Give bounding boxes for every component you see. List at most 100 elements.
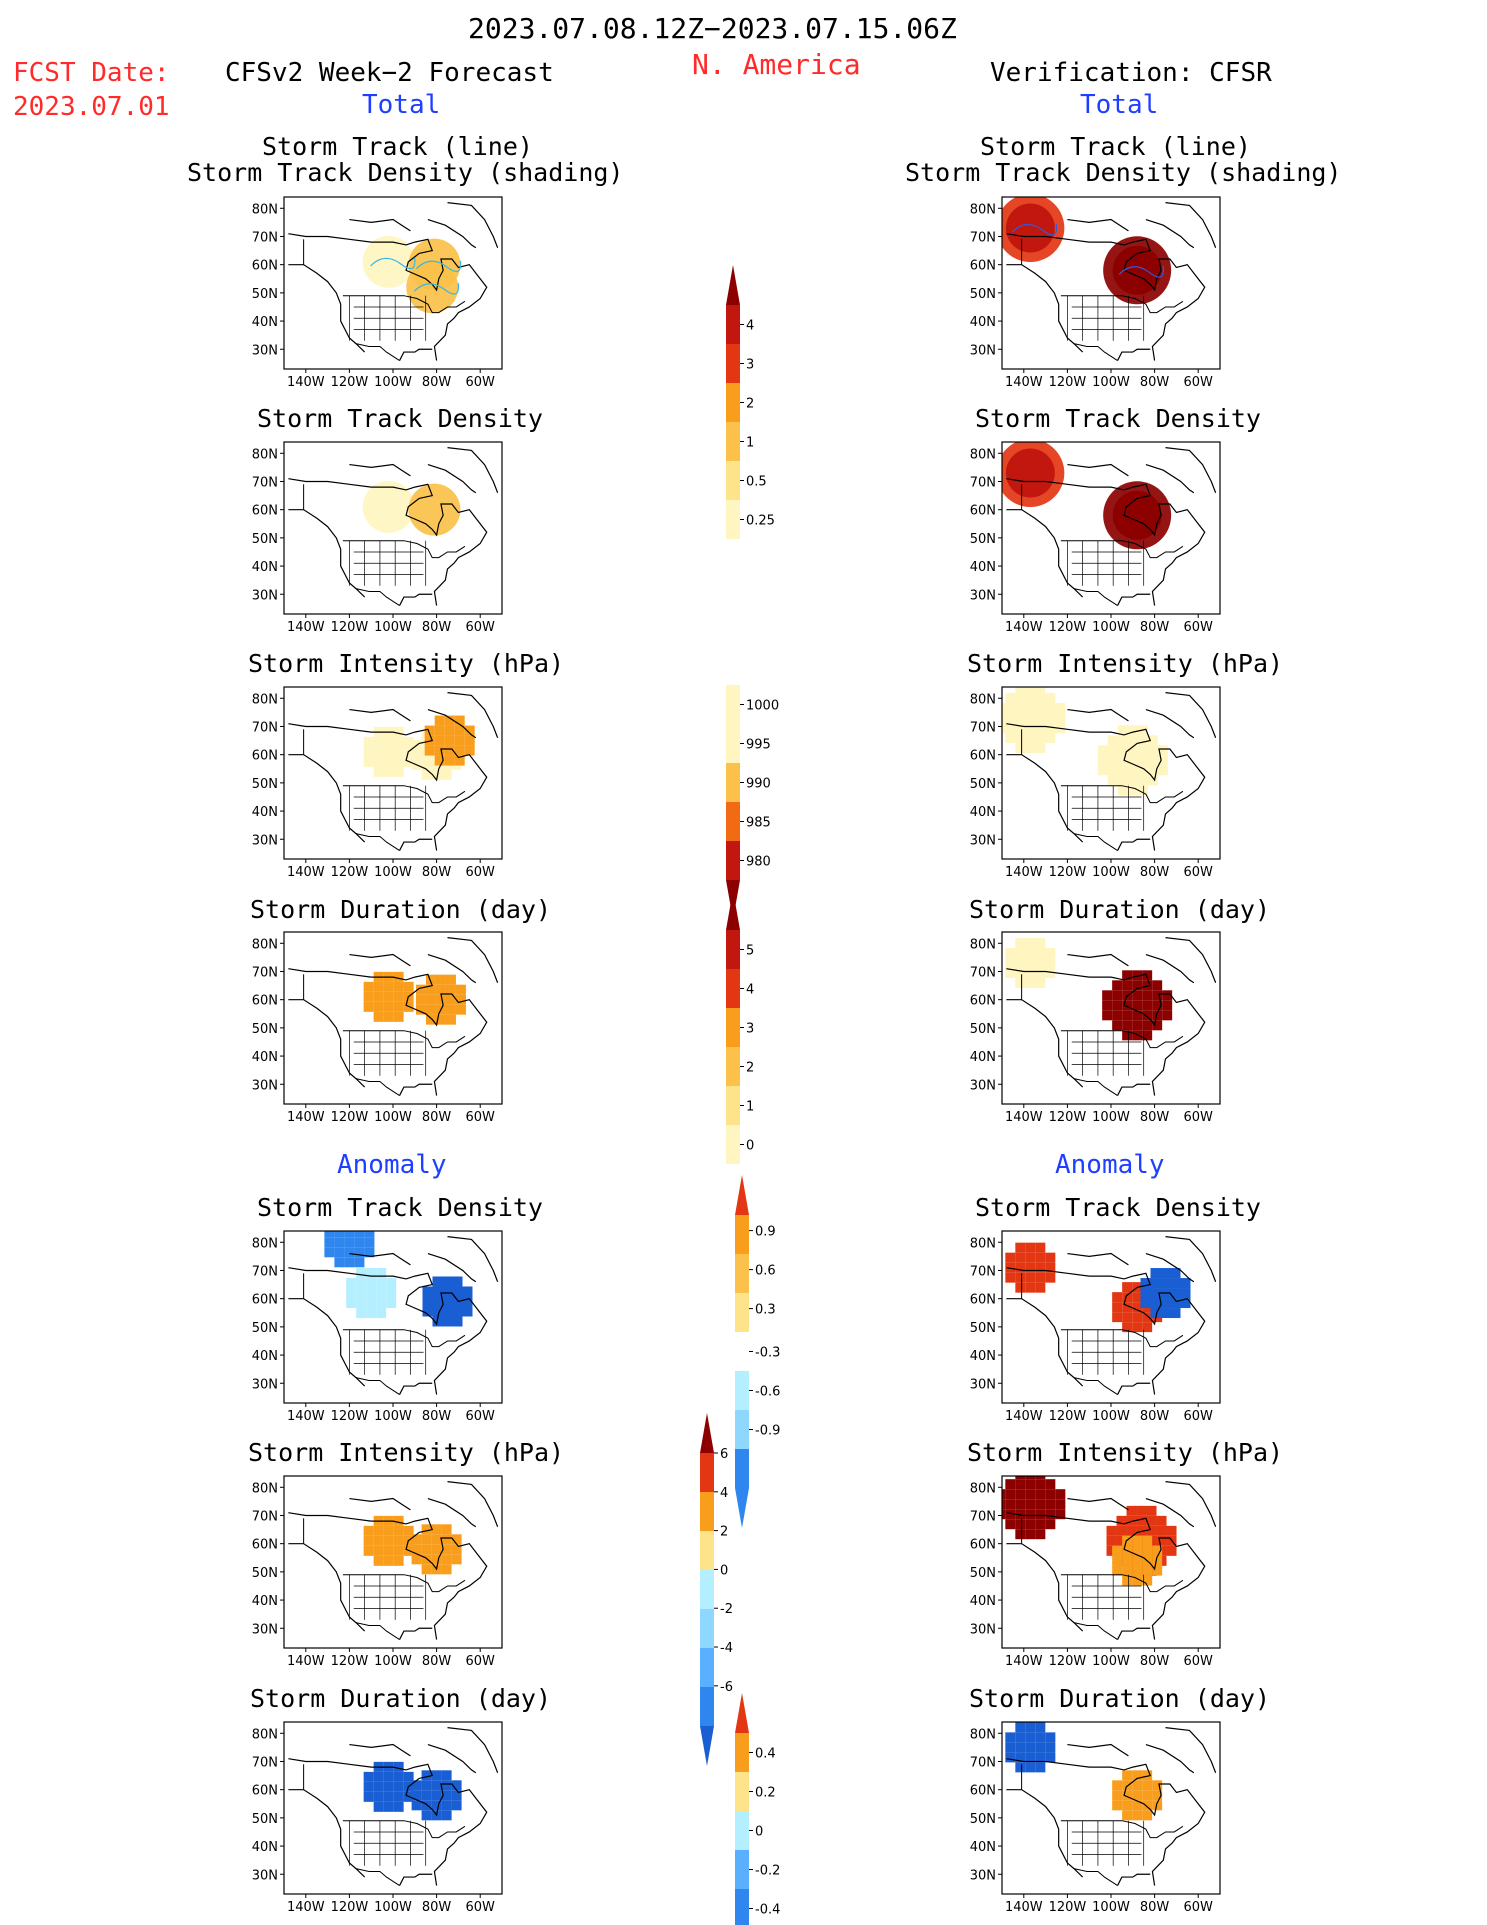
coastline xyxy=(399,1382,433,1395)
coastline xyxy=(1145,1743,1195,1774)
colorbar-tick-label: -4 xyxy=(720,1641,733,1656)
lat-label: 80N xyxy=(252,692,278,707)
grid-cell xyxy=(1035,723,1046,734)
lat-label: 30N xyxy=(970,343,996,358)
grid-cell xyxy=(1180,1278,1191,1289)
grid-cell xyxy=(1025,693,1036,704)
grid-cell xyxy=(376,1278,387,1289)
colorbar-tick-label: 990 xyxy=(746,777,771,792)
lat-label: 60N xyxy=(252,504,278,519)
grid-cell xyxy=(1005,1489,1016,1500)
panel-title: Storm Track Density (shading) xyxy=(905,158,1342,187)
border-line xyxy=(355,343,400,361)
grid-cell xyxy=(1035,733,1046,744)
grid-cell xyxy=(1102,990,1113,1001)
lon-label: 60W xyxy=(1183,1654,1213,1669)
lon-label: 120W xyxy=(1049,620,1087,635)
lon-label: 120W xyxy=(331,620,369,635)
colorbar-tick-label: 985 xyxy=(746,816,771,831)
grid-cell xyxy=(435,1014,446,1025)
grid-cell xyxy=(1116,1535,1127,1546)
coastline xyxy=(1006,509,1084,598)
coastline xyxy=(447,1727,499,1773)
grid-cell xyxy=(1142,1030,1153,1041)
colorbar-cell xyxy=(700,1609,714,1648)
colorbar-cell xyxy=(726,1086,740,1125)
lon-label: 80W xyxy=(1140,1654,1170,1669)
colorbar-cell xyxy=(726,344,740,383)
grid-cell xyxy=(1142,1565,1153,1576)
map-verification-total-track: 80N 70N 60N 50N 40N 30N 140W 120W 100W 80W 60W xyxy=(970,196,1221,390)
grid-cell xyxy=(451,1554,462,1565)
lat-label: 60N xyxy=(252,1784,278,1799)
colorbar-cell xyxy=(735,1254,749,1293)
grid-cell xyxy=(1045,693,1056,704)
panel-title: Storm Duration (day) xyxy=(969,895,1271,924)
grid-cell xyxy=(431,1780,442,1791)
grid-cell xyxy=(373,1545,384,1556)
colorbar-tick-label: 2 xyxy=(746,397,754,412)
grid-cell xyxy=(1045,1262,1056,1273)
colorbar-tick-label: 3 xyxy=(746,1022,754,1037)
border-line xyxy=(342,1820,466,1839)
colorbar-tick-label: 0.2 xyxy=(755,1786,776,1801)
border-line xyxy=(1060,295,1184,314)
grid-cell xyxy=(1015,1476,1026,1480)
lon-label: 120W xyxy=(1049,1900,1087,1915)
lon-label: 80W xyxy=(422,865,452,880)
border-line xyxy=(1073,833,1118,851)
grid-cell xyxy=(334,1237,345,1248)
grid-cell xyxy=(393,1011,404,1022)
grid-cell xyxy=(344,1247,355,1258)
grid-cell xyxy=(1015,1509,1026,1520)
grid-cell xyxy=(354,1247,365,1258)
coastline xyxy=(288,1758,488,1886)
grid-cell xyxy=(452,1276,463,1287)
grid-cell xyxy=(1025,1752,1036,1763)
grid-cell xyxy=(1132,1800,1143,1811)
grid-cell xyxy=(1106,1545,1117,1556)
lat-label: 70N xyxy=(252,965,278,980)
lat-label: 40N xyxy=(252,1349,278,1364)
track-line xyxy=(413,283,460,295)
border-line xyxy=(342,1030,466,1049)
grid-cell xyxy=(431,1534,442,1545)
grid-cell xyxy=(1015,1742,1026,1753)
colorbar-cell xyxy=(726,1008,740,1047)
grid-cell xyxy=(356,1278,367,1289)
lon-label: 80W xyxy=(1140,865,1170,880)
grid-cell xyxy=(431,769,442,780)
grid-cell xyxy=(1122,1292,1133,1303)
coastline xyxy=(447,447,499,493)
lon-label: 60W xyxy=(465,865,495,880)
coastline xyxy=(1006,1512,1206,1640)
grid-cell xyxy=(1005,733,1016,744)
grid-cell xyxy=(1055,1509,1066,1520)
grid-cell xyxy=(383,1001,394,1012)
grid-cell xyxy=(1015,687,1026,694)
grid-cell xyxy=(334,1231,345,1238)
grid-cell xyxy=(1122,1282,1133,1293)
verification-anomaly-label: Anomaly xyxy=(1055,1150,1165,1180)
colorbar-cell xyxy=(735,1772,749,1811)
coastline xyxy=(288,723,488,851)
grid-cell xyxy=(383,1781,394,1792)
coastline xyxy=(349,953,411,967)
grid-cell xyxy=(1117,785,1128,796)
lat-label: 40N xyxy=(252,1840,278,1855)
map-verification-total-intensity: 80N 70N 60N 50N 40N 30N 140W 120W 100W 80W 60W xyxy=(970,686,1221,880)
grid-cell xyxy=(1142,1790,1153,1801)
grid-cell xyxy=(1162,1000,1173,1011)
lon-label: 140W xyxy=(287,620,325,635)
grid-cell xyxy=(1122,990,1133,1001)
grid-cell xyxy=(1015,1752,1026,1763)
grid-cell xyxy=(1160,1298,1171,1309)
grid-cell xyxy=(1142,1810,1153,1821)
grid-cell xyxy=(1170,1308,1181,1319)
grid-cell xyxy=(1112,1545,1123,1556)
grid-cell xyxy=(435,994,446,1005)
lat-label: 30N xyxy=(970,588,996,603)
colorbar-arrow-bottom xyxy=(700,1726,714,1766)
lon-label: 140W xyxy=(287,1110,325,1125)
grid-cell xyxy=(1005,693,1016,704)
